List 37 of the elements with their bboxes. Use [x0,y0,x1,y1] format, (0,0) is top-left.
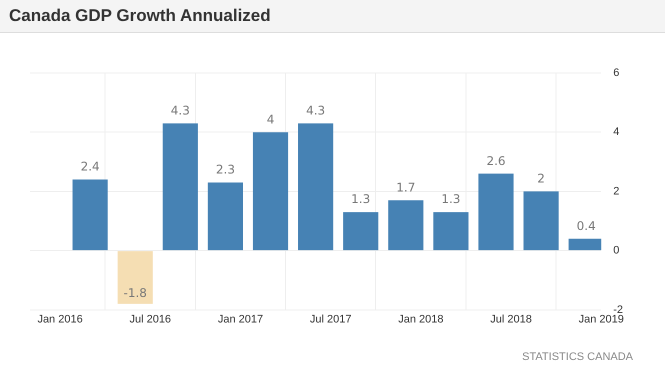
bar [388,200,424,250]
bar [298,123,334,250]
bar [252,132,288,250]
data-label: 2.4 [80,160,100,174]
x-tick-label: Jul 2018 [490,313,532,326]
bar [208,182,244,250]
bar [433,212,468,250]
y-tick-label: 4 [613,126,620,138]
data-label: 2.6 [486,154,506,168]
y-tick-label: -2 [613,304,623,316]
chart-title: Canada GDP Growth Annualized [0,0,665,33]
data-label: 1.7 [396,180,416,194]
data-label: 4.3 [306,103,326,118]
bar [478,174,514,250]
bar [118,251,153,304]
data-label: 4 [266,112,274,126]
data-label: 2 [537,172,545,186]
text: STATISTICS CANADA [522,351,633,363]
data-label: -1.8 [124,286,147,300]
data-label: 0.4 [576,218,596,233]
y-tick-label: 6 [613,67,620,80]
data-label: 2.3 [216,162,235,177]
data-label: 1.3 [351,192,370,206]
bar [162,123,198,250]
data-label: 1.3 [441,192,460,206]
bar [524,191,559,250]
x-tick-label: Jul 2016 [129,313,172,326]
data-label: 4.3 [170,103,190,118]
x-tick-label: Jan 2017 [218,313,264,326]
y-tick-label: 2 [613,185,620,198]
x-tick-label: Jul 2017 [310,313,352,326]
x-tick-label: Jan 2018 [398,313,444,326]
bar [72,180,108,250]
bar [343,212,378,250]
x-tick-label: Jan 2016 [37,313,83,326]
x-tick-label: Jan 2019 [578,313,624,326]
y-tick-label: 0 [613,244,620,257]
